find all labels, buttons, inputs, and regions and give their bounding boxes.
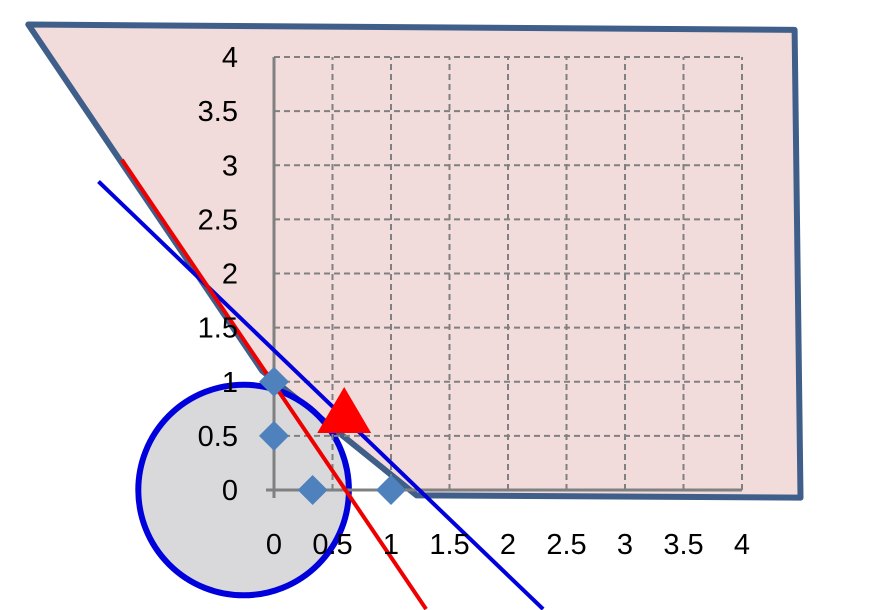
diamond-marker [259,366,289,397]
y-tick-label: 2 [222,259,238,291]
x-tick-label: 1 [383,529,399,561]
points-layer [259,366,406,505]
x-tick-label: 0.5 [312,529,352,561]
x-tick-label: 4 [734,529,750,561]
y-tick-label: 0.5 [198,421,238,453]
triangle-marker [317,387,372,434]
x-tick-label: 3.5 [663,529,703,561]
y-tick-label: 2.5 [198,204,238,236]
y-tick-label: 0 [222,475,238,507]
y-tick-label: 4 [222,42,238,74]
blue-line [97,180,545,610]
x-tick-label: 0 [266,529,282,561]
feasible-region-layer [25,21,804,501]
x-tick-label: 2 [500,529,516,561]
x-tick-label: 1.5 [429,529,469,561]
x-tick-label: 2.5 [546,529,586,561]
y-tick-label: 1 [222,367,238,399]
y-tick-label: 1.5 [198,313,238,345]
diamond-marker [297,475,328,505]
feasible-region [25,21,804,501]
y-tick-label: 3 [222,150,238,182]
tick-labels-layer: 0 0.5 1 1.5 2 2.5 3 3.5 4 0 0.5 1 1.5 2 2.5 3 3.5 4 [198,42,750,561]
diamond-marker [376,475,406,505]
diamond-marker [259,420,289,451]
y-tick-label: 3.5 [198,96,238,128]
grid-layer [266,56,743,498]
x-tick-label: 3 [617,529,633,561]
